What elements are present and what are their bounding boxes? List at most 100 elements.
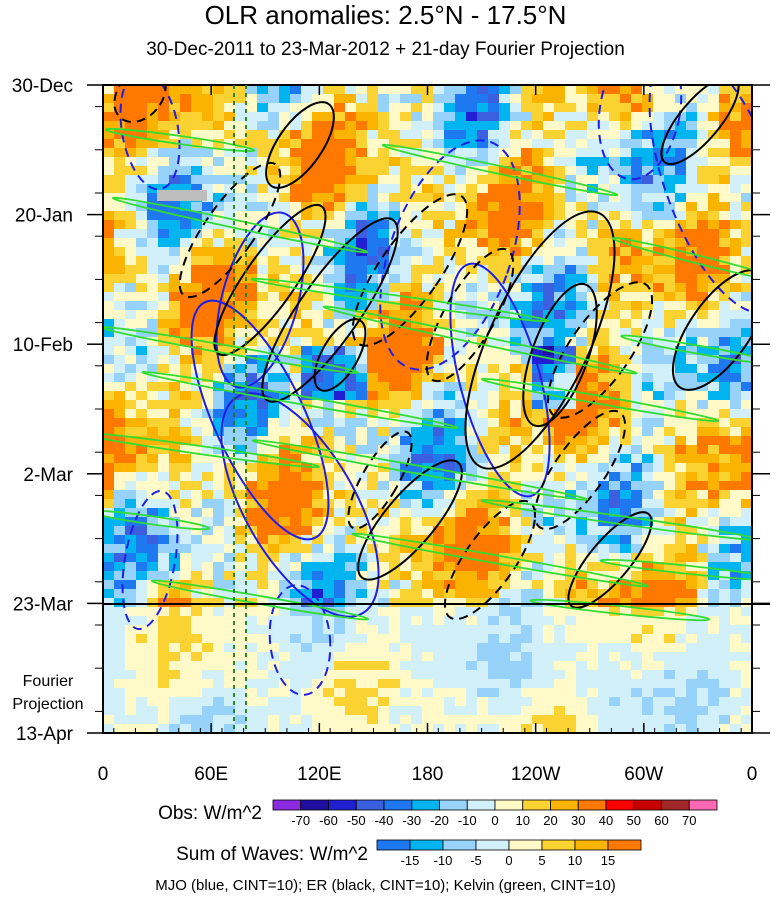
field-cell (532, 130, 544, 140)
field-cell (114, 688, 126, 698)
field-cell (587, 409, 599, 419)
field-cell (345, 94, 357, 104)
field-cell (664, 580, 676, 590)
field-cell (642, 472, 654, 482)
field-cell (565, 526, 577, 536)
field-cell (499, 220, 511, 230)
field-cell (730, 706, 742, 716)
field-cell (224, 508, 236, 518)
field-cell (422, 418, 434, 428)
field-cell (620, 526, 632, 536)
field-cell (312, 535, 324, 545)
field-cell (510, 481, 522, 491)
field-cell (521, 301, 533, 311)
field-cell (741, 490, 752, 500)
field-cell (664, 643, 676, 653)
field-cell (411, 175, 423, 185)
field-cell (158, 661, 170, 671)
field-cell (609, 346, 621, 356)
field-cell (444, 643, 456, 653)
field-cell (213, 202, 225, 212)
field-cell (477, 265, 489, 275)
field-cell (433, 697, 445, 707)
field-cell (378, 211, 390, 221)
field-cell (675, 211, 687, 221)
field-cell (356, 301, 368, 311)
field-cell (609, 724, 621, 733)
field-cell (180, 130, 192, 140)
field-cell (103, 724, 115, 733)
field-cell (708, 544, 720, 554)
field-cell (499, 598, 511, 608)
field-cell (213, 184, 225, 194)
field-cell (675, 634, 687, 644)
field-cell (433, 319, 445, 329)
field-cell (114, 670, 126, 680)
field-cell (686, 202, 698, 212)
field-cell (444, 355, 456, 365)
field-cell (334, 652, 346, 662)
field-cell (708, 598, 720, 608)
field-cell (422, 697, 434, 707)
field-cell (279, 562, 291, 572)
field-cell (158, 229, 170, 239)
field-cell (257, 535, 269, 545)
field-cell (653, 184, 665, 194)
field-cell (378, 220, 390, 230)
field-cell (576, 301, 588, 311)
field-cell (521, 238, 533, 248)
field-cell (554, 418, 566, 428)
field-cell (477, 499, 489, 509)
field-cell (169, 634, 181, 644)
field-cell (191, 652, 203, 662)
field-cell (290, 571, 302, 581)
field-cell (103, 292, 115, 302)
field-cell (697, 283, 709, 293)
field-cell (488, 337, 500, 347)
field-cell (664, 157, 676, 167)
field-cell (598, 328, 610, 338)
field-cell (510, 247, 522, 257)
field-cell (719, 589, 731, 599)
field-cell (125, 94, 137, 104)
field-cell (499, 499, 511, 509)
field-cell (312, 283, 324, 293)
field-cell (565, 319, 577, 329)
field-cell (411, 184, 423, 194)
field-cell (620, 382, 632, 392)
field-cell (125, 535, 137, 545)
field-cell (719, 310, 731, 320)
field-cell (609, 670, 621, 680)
field-cell (609, 103, 621, 113)
field-cell (554, 598, 566, 608)
field-cell (510, 580, 522, 590)
field-cell (686, 274, 698, 284)
field-cell (191, 544, 203, 554)
field-cell (730, 490, 742, 500)
field-cell (224, 616, 236, 626)
field-cell (180, 643, 192, 653)
field-cell (367, 193, 379, 203)
field-cell (345, 247, 357, 257)
field-cell (598, 598, 610, 608)
field-cell (279, 706, 291, 716)
field-cell (180, 463, 192, 473)
field-cell (213, 634, 225, 644)
field-cell (697, 310, 709, 320)
field-cell (543, 535, 555, 545)
field-cell (664, 193, 676, 203)
field-cell (532, 490, 544, 500)
field-cell (422, 472, 434, 482)
field-cell (345, 625, 357, 635)
field-cell (290, 274, 302, 284)
field-cell (631, 328, 643, 338)
field-cell (543, 364, 555, 374)
field-cell (235, 436, 247, 446)
field-cell (719, 625, 731, 635)
field-cell (411, 697, 423, 707)
field-cell (730, 670, 742, 680)
field-cell (268, 202, 280, 212)
field-cell (389, 283, 401, 293)
field-cell (686, 256, 698, 266)
field-cell (158, 670, 170, 680)
